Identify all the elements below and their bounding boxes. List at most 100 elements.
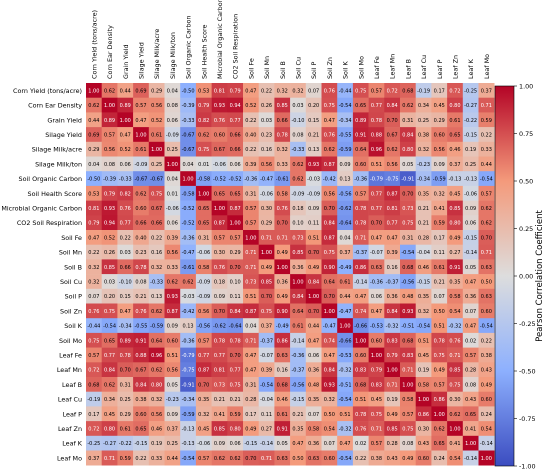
cell-value-label: 0.17 [245, 412, 256, 418]
cell-value-label: 0.67 [387, 132, 398, 138]
cell-value-label: 0.71 [245, 338, 256, 344]
heatmap-cell [290, 97, 307, 113]
heatmap-cell [227, 303, 244, 319]
cell-value-label: -0.51 [339, 382, 352, 388]
colorbar-tick-label: -1.00 [519, 463, 536, 471]
cell-value-label: 0.62 [481, 221, 492, 227]
heatmap-cell [290, 215, 307, 231]
column-label: Leaf Fe [373, 56, 381, 79]
heatmap-cell [243, 83, 259, 98]
heatmap-cell [368, 141, 385, 157]
cell-value-label: 0.21 [434, 279, 445, 285]
heatmap-cell [384, 244, 401, 260]
cell-value-label: 0.79 [104, 191, 115, 197]
heatmap-cell [478, 171, 495, 187]
cell-value-label: 0.36 [292, 265, 303, 271]
heatmap-cell [462, 112, 479, 128]
cell-value-label: 0.70 [261, 294, 272, 300]
heatmap-cell [290, 421, 307, 437]
heatmap-cell [164, 362, 181, 378]
column-label: Microbial Organic Carbon [216, 0, 224, 79]
cell-value-label: 0.13 [339, 177, 350, 183]
heatmap-cell [117, 185, 134, 201]
heatmap-cell [180, 259, 197, 275]
cell-value-label: 0.47 [245, 88, 256, 94]
heatmap-cell [462, 347, 479, 363]
cell-value-label: 1.00 [167, 162, 178, 168]
heatmap-cell [101, 112, 118, 128]
cell-value-label: -0.06 [213, 162, 226, 168]
cell-value-label: 0.68 [355, 382, 366, 388]
heatmap-cell [384, 435, 401, 451]
heatmap-cell [415, 230, 432, 245]
heatmap-cell [462, 215, 479, 231]
cell-value-label: 0.86 [418, 412, 429, 418]
heatmap-cell [447, 450, 464, 466]
heatmap-cell [290, 362, 307, 378]
heatmap-cell [368, 450, 385, 466]
heatmap-cell [415, 347, 432, 363]
heatmap-cell [415, 259, 432, 275]
heatmap-cell [117, 97, 134, 113]
heatmap-cell [101, 97, 118, 113]
column-label: Silage Milk/ton [169, 32, 177, 79]
cell-value-label: 0.05 [277, 441, 288, 447]
heatmap-cell [321, 259, 338, 275]
heatmap-cell [368, 362, 385, 378]
heatmap-cell [101, 171, 118, 187]
heatmap-cell [305, 200, 322, 216]
cell-value-label: -0.66 [339, 338, 352, 344]
cell-value-label: 1.00 [88, 88, 99, 94]
heatmap-cell [180, 274, 197, 290]
heatmap-cell [478, 244, 495, 260]
heatmap-cell [133, 303, 150, 319]
cell-value-label: 0.07 [88, 294, 99, 300]
cell-value-label: 0.51 [245, 294, 256, 300]
heatmap-cell [305, 185, 322, 201]
heatmap-cell [305, 377, 322, 392]
cell-value-label: 0.09 [339, 162, 350, 168]
cell-value-label: 0.72 [88, 426, 99, 432]
heatmap-cell [86, 391, 102, 407]
cell-value-label: 0.62 [135, 191, 146, 197]
cell-value-label: -0.56 [339, 191, 352, 197]
heatmap-cell [447, 377, 464, 392]
column-label: Corn Yield (tons/acre) [90, 10, 98, 79]
cell-value-label: 0.85 [214, 426, 225, 432]
row-label: Leaf Mo [57, 454, 82, 462]
heatmap-cells: 1.00 0.62 0.44 0.69 0.29 0.04 -0.50 0.53 0.81 0.7… [86, 83, 495, 466]
cell-value-label: 0.03 [292, 103, 303, 109]
column-label: CO2 Soil Respiration [232, 14, 240, 79]
cell-value-label: -0.37 [354, 250, 367, 256]
cell-value-label: 0.47 [324, 118, 335, 124]
row-label: Leaf Cu [58, 396, 82, 404]
cell-value-label: -0.61 [182, 265, 195, 271]
cell-value-label: 0.78 [120, 353, 131, 359]
heatmap-cell [400, 200, 416, 216]
heatmap-cell [148, 435, 165, 451]
cell-value-label: 0.21 [230, 397, 241, 403]
cell-value-label: -0.04 [417, 250, 430, 256]
cell-value-label: 0.75 [402, 221, 413, 227]
cell-value-label: 0.62 [104, 88, 115, 94]
cell-value-label: 0.32 [88, 265, 99, 271]
cell-value-label: 0.31 [120, 382, 131, 388]
cell-value-label: 0.36 [465, 294, 476, 300]
cell-value-label: 0.51 [434, 324, 445, 330]
heatmap-cell [243, 230, 259, 245]
heatmap-cell [195, 259, 212, 275]
cell-value-label: 0.69 [88, 132, 99, 138]
cell-value-label: 0.49 [277, 250, 288, 256]
cell-value-label: 0.78 [135, 265, 146, 271]
heatmap-cell [431, 362, 448, 378]
heatmap-cell [180, 288, 197, 304]
heatmap-cell [101, 156, 118, 172]
heatmap-cell [462, 156, 479, 172]
cell-value-label: 0.44 [167, 456, 178, 462]
heatmap-cell [164, 244, 181, 260]
heatmap-cell [415, 141, 432, 157]
heatmap-cell [86, 141, 102, 157]
cell-value-label: 0.73 [292, 235, 303, 241]
heatmap-cell [195, 215, 212, 231]
